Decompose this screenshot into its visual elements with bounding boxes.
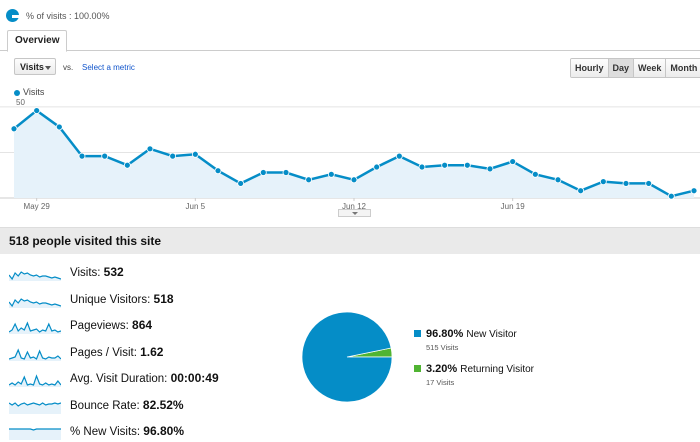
data-point <box>169 152 177 160</box>
data-point <box>486 165 494 173</box>
chart-legend: Visits <box>14 87 44 97</box>
segment-label: % of visits : 100.00% <box>26 11 110 21</box>
metric-value: 1.62 <box>140 344 164 359</box>
data-point <box>327 170 335 178</box>
data-point <box>463 161 471 169</box>
x-tick-label: May 29 <box>24 202 51 211</box>
x-tick-label: Jun 12 <box>342 202 367 211</box>
segment-header: % of visits : 100.00% <box>0 0 700 30</box>
metric-label: Visits: 532 <box>70 265 124 279</box>
tab-overview[interactable]: Overview <box>7 30 68 52</box>
metric-value: 96.80% <box>143 424 184 438</box>
data-point <box>395 152 403 160</box>
data-point <box>350 176 358 184</box>
tab-bar: Overview <box>0 28 700 52</box>
returning-visitor-swatch-icon <box>414 365 421 372</box>
data-point <box>577 187 585 195</box>
summary-title: 518 people visited this site <box>9 234 162 248</box>
data-point <box>237 180 245 187</box>
x-tick-label: Jun 5 <box>186 202 206 211</box>
data-point <box>373 163 381 171</box>
data-point <box>305 176 313 184</box>
data-point <box>33 107 41 114</box>
metric-name: Visits: <box>70 267 101 279</box>
new-visitor-count: 515 Visits <box>426 343 459 352</box>
data-point <box>622 180 630 187</box>
data-point <box>146 145 154 153</box>
granularity-toggle: Hourly Day Week Month <box>570 58 700 78</box>
pie-slice <box>301 311 393 403</box>
sparkline-icon <box>9 297 61 308</box>
sparkline-icon <box>9 374 61 387</box>
returning-visitor-count: 17 Visits <box>426 378 455 387</box>
new-visitor-swatch-icon <box>414 330 421 337</box>
data-point <box>123 161 131 169</box>
granularity-month-button[interactable]: Month <box>665 59 700 77</box>
returning-visitor-label: 3.20% Returning Visitor <box>426 363 535 375</box>
metric-value: 518 <box>153 291 174 306</box>
metric-select-value: Visits <box>20 62 44 72</box>
metric-name: Avg. Visit Duration: <box>70 373 168 385</box>
data-point <box>214 167 222 175</box>
sparkline-icon <box>9 428 61 440</box>
legend-label: Visits <box>23 87 45 97</box>
metric-name: Unique Visitors: <box>70 293 151 306</box>
metric-value: 532 <box>103 265 124 279</box>
metric-name: Pages / Visit: <box>70 346 137 359</box>
select-metric-link[interactable]: Select a metric <box>82 63 135 72</box>
metric-label: Avg. Visit Duration: 00:00:49 <box>70 371 219 385</box>
sparkline-icon <box>9 347 61 361</box>
data-point <box>667 192 675 200</box>
data-point <box>191 150 199 158</box>
summary-header: 518 people visited this site <box>0 227 700 254</box>
data-point <box>55 123 63 131</box>
data-point <box>645 180 653 187</box>
data-point <box>509 158 517 165</box>
data-point <box>418 163 426 171</box>
metric-value: 00:00:49 <box>170 371 219 385</box>
granularity-hourly-button[interactable]: Hourly <box>571 59 608 77</box>
vs-label: vs. <box>63 63 74 72</box>
data-point <box>690 187 698 195</box>
x-tick-label: Jun 19 <box>501 202 526 211</box>
data-point <box>10 125 18 133</box>
metric-label: Pageviews: 864 <box>70 318 152 332</box>
metric-name: % New Visits: <box>70 426 141 438</box>
granularity-week-button[interactable]: Week <box>633 59 666 77</box>
metric-value: 82.52% <box>142 397 184 412</box>
data-point <box>554 176 562 184</box>
data-point <box>259 169 267 176</box>
data-point <box>531 170 539 178</box>
metric-label: % New Visits: 96.80% <box>70 424 184 438</box>
granularity-day-button[interactable]: Day <box>607 59 634 77</box>
metric-label: Unique Visitors: 518 <box>70 292 174 306</box>
series-area <box>14 110 694 198</box>
metric-name: Pageviews: <box>70 320 129 332</box>
data-point <box>441 161 449 169</box>
chart-resize-handle[interactable] <box>338 209 371 217</box>
metric-label: Bounce Rate: 82.52% <box>70 398 184 412</box>
visitor-type-pie-chart <box>301 311 393 403</box>
metric-name: Bounce Rate: <box>70 399 140 412</box>
sparkline-icon <box>9 401 61 414</box>
data-point <box>101 152 109 160</box>
metric-label: Pages / Visit: 1.62 <box>70 345 163 359</box>
data-point <box>282 169 290 176</box>
metric-value: 864 <box>132 318 153 332</box>
new-visitor-label: 96.80% New Visitor <box>426 328 517 340</box>
metric-select[interactable]: Visits <box>14 58 56 75</box>
legend-dot-icon <box>14 89 20 96</box>
y-tick-label: 50 <box>16 98 25 107</box>
sparkline-icon <box>9 271 61 281</box>
data-point <box>78 152 86 160</box>
sparkline-icon <box>9 321 61 334</box>
chevron-down-icon <box>45 66 51 70</box>
segment-pie-icon <box>6 9 19 22</box>
data-point <box>599 178 607 186</box>
